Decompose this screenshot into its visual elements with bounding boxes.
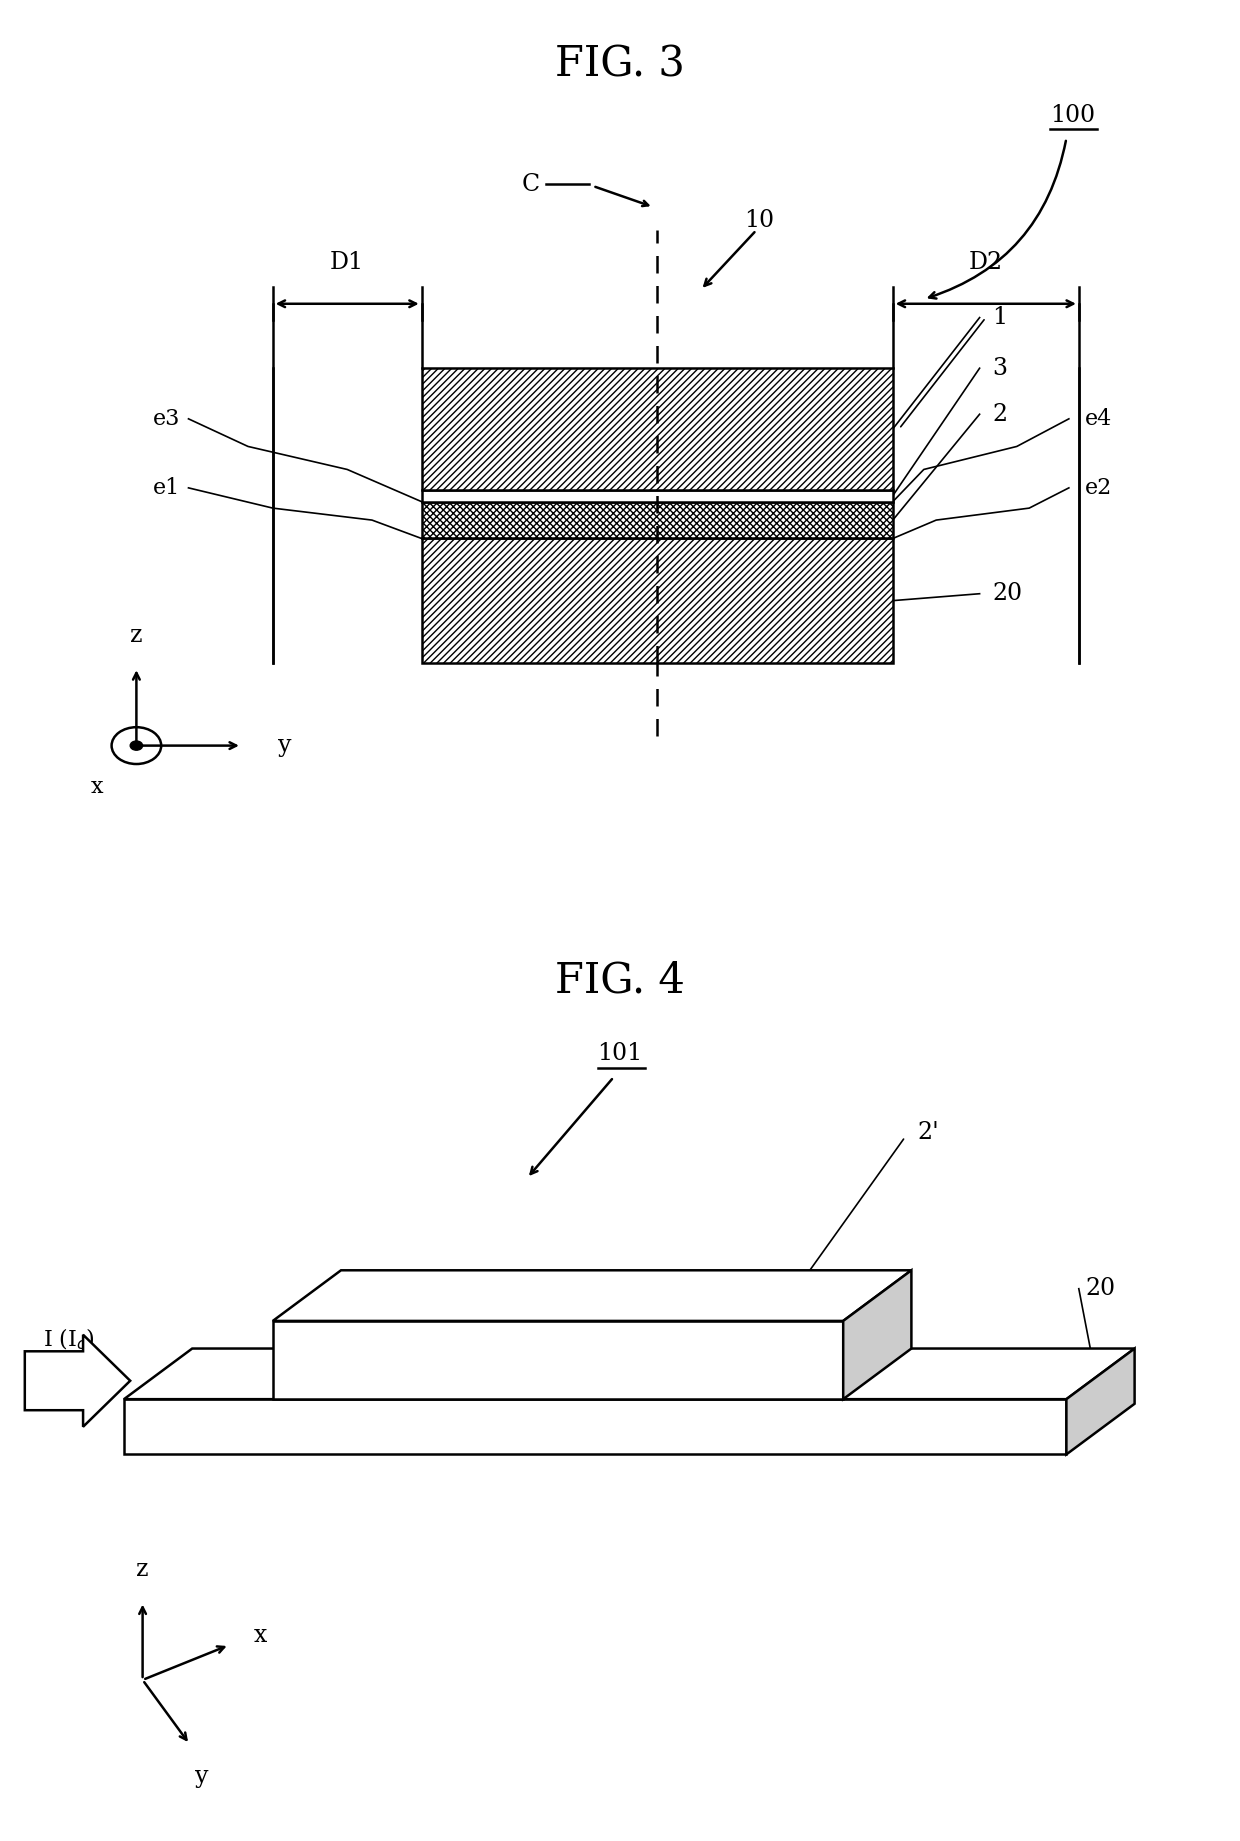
Text: z: z <box>130 624 143 646</box>
Text: D2: D2 <box>968 250 1003 274</box>
Text: e4: e4 <box>1085 409 1112 429</box>
Text: 3: 3 <box>992 357 1007 379</box>
Text: 10: 10 <box>744 210 774 232</box>
Text: 1: 1 <box>992 306 1007 330</box>
Bar <box>422 490 893 503</box>
Text: 20: 20 <box>992 582 1022 606</box>
Text: z: z <box>136 1557 149 1581</box>
Text: 2': 2' <box>918 1121 940 1143</box>
Bar <box>422 539 893 663</box>
Text: x: x <box>91 777 103 797</box>
Text: e3: e3 <box>153 409 180 429</box>
Text: y: y <box>279 735 291 757</box>
Text: C: C <box>521 173 539 195</box>
Text: D1: D1 <box>330 250 365 274</box>
Polygon shape <box>1066 1348 1135 1454</box>
Text: FIG. 3: FIG. 3 <box>556 44 684 85</box>
Polygon shape <box>25 1335 130 1427</box>
Text: e2: e2 <box>1085 477 1112 499</box>
Text: y: y <box>196 1766 208 1788</box>
Circle shape <box>130 742 143 751</box>
Polygon shape <box>273 1322 843 1399</box>
Text: I (I$_c$): I (I$_c$) <box>43 1327 95 1351</box>
Text: x: x <box>254 1624 267 1648</box>
Text: FIG. 4: FIG. 4 <box>556 959 684 1002</box>
Text: 101: 101 <box>598 1042 642 1066</box>
Polygon shape <box>124 1399 1066 1454</box>
Polygon shape <box>273 1270 911 1322</box>
Text: 20: 20 <box>1085 1278 1115 1300</box>
Polygon shape <box>843 1270 911 1399</box>
Text: 2: 2 <box>992 403 1007 425</box>
Polygon shape <box>124 1348 1135 1399</box>
Text: e1: e1 <box>153 477 180 499</box>
Bar <box>422 368 893 490</box>
Bar <box>422 503 893 539</box>
Text: 100: 100 <box>1050 103 1095 127</box>
